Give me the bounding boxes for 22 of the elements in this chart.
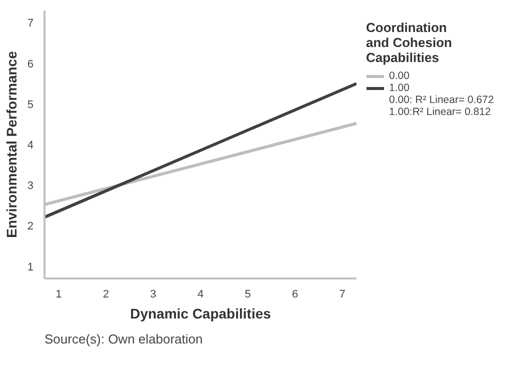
y-tick-label: 5 — [27, 98, 34, 111]
legend-label: 1.00 — [389, 82, 410, 94]
legend-label: 0.00 — [389, 70, 410, 82]
x-tick-label: 6 — [292, 288, 298, 300]
y-tick-label: 3 — [27, 180, 34, 192]
y-tick-label: 2 — [27, 220, 34, 233]
y-tick-label: 4 — [27, 140, 34, 152]
legend-title: Coordination and Cohesion Capabilities — [366, 20, 453, 65]
text: 0.00: R² Linear= 0.672 — [389, 94, 494, 106]
x-tick-label: 7 — [339, 288, 346, 300]
x-tick-label: 4 — [197, 288, 204, 300]
y-tick-label: 6 — [27, 58, 34, 70]
y-tick-label: 1 — [27, 261, 34, 274]
text: 1.00:R² Linear= 0.812 — [389, 106, 491, 118]
x-tick-label: 5 — [244, 288, 251, 300]
x-tick-label: 3 — [150, 288, 156, 300]
source-note: Source(s): Own elaboration — [44, 332, 203, 346]
x-tick-label: 2 — [102, 288, 110, 300]
x-tick-label: 1 — [56, 288, 62, 300]
y-axis-title: Environmental Performance — [3, 50, 20, 238]
x-axis-title: Dynamic Capabilities — [130, 306, 272, 322]
y-tick-label: 7 — [27, 18, 34, 30]
